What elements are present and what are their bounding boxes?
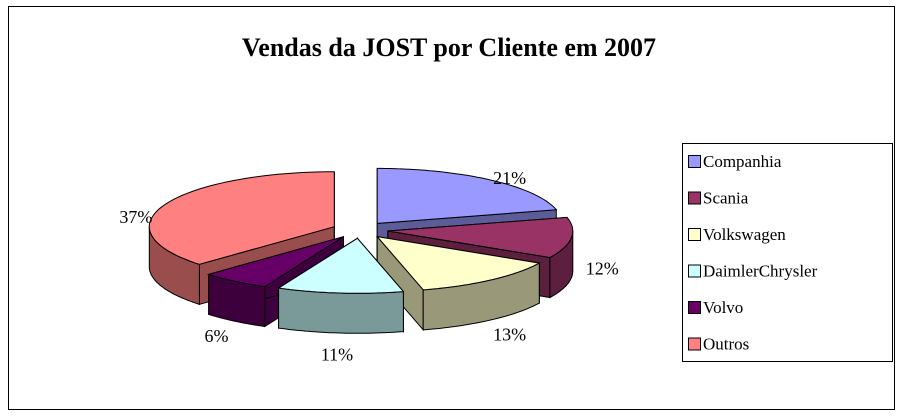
- chart-title: Vendas da JOST por Cliente em 2007: [242, 33, 656, 62]
- legend-swatch: [688, 155, 701, 168]
- data-label: 13%: [493, 324, 526, 344]
- legend-swatch: [688, 301, 701, 314]
- slice-top: [277, 237, 405, 294]
- legend-swatch: [688, 264, 701, 278]
- data-label: 12%: [586, 259, 619, 279]
- pie-slice: [375, 235, 541, 332]
- legend-label: Volvo: [703, 298, 743, 317]
- legend-label: DaimlerChrysler: [703, 261, 818, 280]
- pie-slice: [277, 236, 405, 334]
- data-label: 6%: [204, 326, 228, 346]
- slice-top: [375, 235, 541, 291]
- legend-swatch: [688, 228, 701, 241]
- legend-label: Outros: [703, 334, 749, 353]
- legend-label: Volkswagen: [703, 225, 786, 244]
- legend-label: Companhia: [703, 152, 782, 171]
- legend-box: [682, 143, 893, 362]
- legend-label: Scania: [703, 188, 749, 207]
- legend-swatch: [688, 337, 701, 351]
- data-label: 11%: [321, 345, 353, 365]
- slice-top: [387, 216, 574, 259]
- data-label: 21%: [493, 168, 526, 188]
- data-label: 37%: [119, 207, 152, 227]
- legend-swatch: [688, 191, 701, 205]
- slice-top: [376, 167, 558, 224]
- slice-wall: [278, 287, 404, 334]
- slice-top: [148, 171, 335, 265]
- slice-top: [206, 236, 344, 288]
